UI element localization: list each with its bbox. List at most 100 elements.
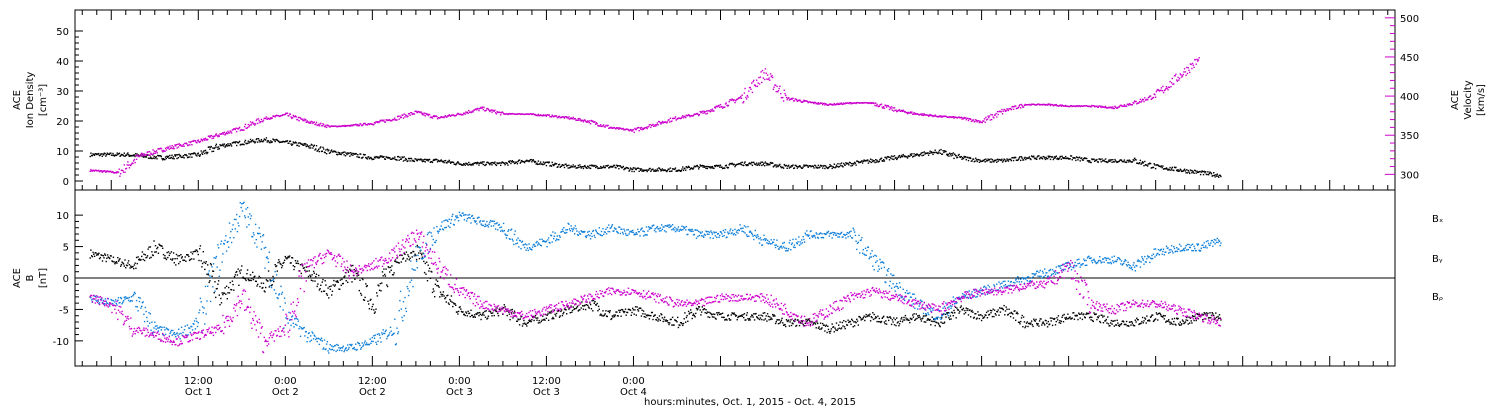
field-point bbox=[880, 320, 883, 323]
density-point bbox=[732, 163, 734, 165]
density-point bbox=[946, 153, 948, 156]
density-point bbox=[149, 156, 152, 158]
velocity-point bbox=[191, 140, 194, 142]
velocity-point bbox=[1023, 104, 1026, 106]
field-point bbox=[365, 285, 368, 288]
field-point bbox=[1142, 322, 1144, 324]
field-point bbox=[706, 312, 708, 315]
density-point bbox=[1079, 160, 1081, 162]
velocity-point bbox=[746, 94, 748, 97]
velocity-point bbox=[1101, 105, 1103, 107]
velocity-point bbox=[920, 113, 923, 115]
field-point bbox=[439, 296, 441, 298]
velocity-point bbox=[743, 92, 746, 94]
density-point bbox=[463, 163, 466, 165]
field-point bbox=[114, 299, 117, 301]
field-point bbox=[608, 310, 610, 312]
density-point bbox=[309, 145, 311, 147]
velocity-point bbox=[436, 118, 439, 120]
velocity-point bbox=[923, 113, 925, 115]
density-point bbox=[584, 166, 587, 168]
field-point bbox=[662, 320, 664, 323]
field-point bbox=[947, 312, 949, 314]
density-point bbox=[1218, 176, 1220, 178]
density-point bbox=[348, 152, 350, 154]
field-point bbox=[1063, 313, 1065, 316]
density-point bbox=[703, 165, 705, 167]
density-point bbox=[223, 145, 225, 147]
field-point bbox=[640, 307, 642, 309]
density-point bbox=[660, 170, 662, 172]
velocity-point bbox=[1195, 63, 1197, 65]
field-point bbox=[987, 310, 989, 312]
density-point bbox=[1038, 158, 1041, 160]
field-point bbox=[917, 315, 919, 317]
field-point bbox=[1207, 312, 1209, 315]
field-point bbox=[648, 314, 650, 316]
velocity-point bbox=[580, 120, 582, 122]
density-point bbox=[1125, 161, 1127, 163]
density-point bbox=[245, 142, 247, 145]
field-point bbox=[669, 318, 672, 321]
field-point bbox=[790, 319, 792, 321]
density-point bbox=[629, 167, 632, 169]
velocity-point bbox=[548, 114, 550, 116]
field-point bbox=[1029, 323, 1031, 325]
velocity-point bbox=[282, 114, 284, 116]
velocity-point bbox=[242, 129, 244, 131]
density-point bbox=[1088, 160, 1091, 162]
field-point bbox=[133, 268, 135, 270]
density-point bbox=[558, 164, 560, 166]
field-point bbox=[1035, 318, 1037, 321]
velocity-point bbox=[1191, 67, 1193, 70]
field-point bbox=[626, 311, 629, 314]
density-point bbox=[207, 151, 209, 154]
field-point bbox=[1099, 320, 1101, 323]
velocity-point bbox=[1125, 105, 1128, 107]
density-point bbox=[335, 151, 337, 153]
velocity-point bbox=[100, 170, 103, 172]
velocity-point bbox=[774, 84, 777, 86]
velocity-point bbox=[423, 114, 425, 116]
field-point bbox=[214, 281, 216, 283]
velocity-point bbox=[1177, 76, 1179, 79]
density-point bbox=[1077, 159, 1079, 161]
field-point bbox=[933, 320, 936, 323]
velocity-point bbox=[869, 101, 872, 104]
density-point bbox=[642, 169, 644, 171]
velocity-point bbox=[978, 121, 981, 124]
density-point bbox=[589, 164, 591, 167]
field-point bbox=[418, 252, 420, 254]
field-point bbox=[402, 258, 404, 260]
field-point bbox=[1089, 316, 1092, 318]
field-point bbox=[325, 284, 327, 286]
field-point bbox=[462, 311, 464, 313]
velocity-point bbox=[596, 123, 598, 125]
velocity-point bbox=[1162, 85, 1164, 88]
field-point bbox=[422, 252, 424, 254]
bottom-y-tick-label: 10 bbox=[56, 211, 69, 222]
field-point bbox=[960, 305, 962, 307]
field-point bbox=[740, 314, 743, 316]
field-point bbox=[1059, 320, 1061, 322]
density-point bbox=[633, 170, 635, 173]
field-point bbox=[706, 311, 709, 313]
density-point bbox=[266, 141, 268, 143]
field-point bbox=[305, 266, 307, 268]
density-point bbox=[930, 152, 932, 154]
density-point bbox=[1033, 157, 1036, 159]
field-point bbox=[209, 275, 211, 277]
field-point bbox=[503, 304, 505, 306]
density-point bbox=[994, 159, 996, 162]
field-point bbox=[205, 313, 207, 315]
density-point bbox=[871, 159, 873, 161]
field-point bbox=[341, 283, 344, 285]
field-point bbox=[1091, 316, 1093, 318]
field-point bbox=[1054, 324, 1057, 326]
velocity-point bbox=[646, 127, 648, 130]
velocity-point bbox=[1007, 109, 1010, 112]
velocity-point bbox=[339, 125, 342, 128]
velocity-point bbox=[747, 96, 749, 98]
field-point bbox=[249, 213, 251, 215]
density-point bbox=[1127, 159, 1129, 162]
